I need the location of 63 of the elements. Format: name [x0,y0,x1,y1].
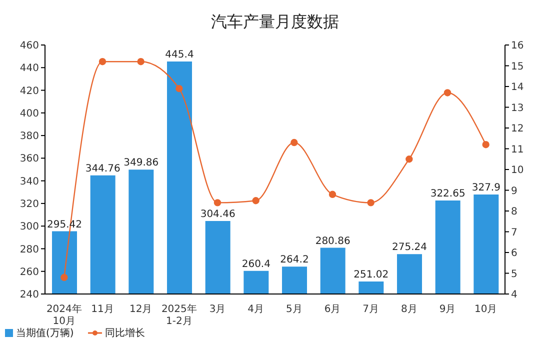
data-label: 304.46 [200,209,236,220]
chart-title: 汽车产量月度数据 [210,12,340,33]
point [482,141,490,148]
y2-tick-label: 16 [511,40,524,52]
point [328,190,336,198]
legend-label: 同比增长 [104,326,145,340]
x-tick-label: 5月 [286,304,302,315]
y2-tick-label: 5 [511,268,518,280]
y-tick-label: 380 [20,131,39,142]
point [367,199,374,206]
x-tick-label: 10月 [474,304,498,315]
x-tick-label: 4月 [248,304,264,315]
x-tick-label: 12月 [129,304,152,315]
x-tick-label: 2025年 1-2月 [161,303,197,327]
x-tick-label: 9月 [439,304,456,315]
legend-label: 当期值(万辆) [15,326,74,340]
y2-tick-label: 8 [511,206,518,218]
y-tick-label: 420 [20,86,39,97]
y2-tick-label: 11 [511,144,524,156]
data-label: 327.9 [472,182,500,194]
x-tick-label: 8月 [400,304,418,315]
y2-tick-label: 7 [511,227,518,238]
data-label: 322.65 [430,188,466,200]
point [290,138,298,146]
y-tick-label: 400 [20,108,39,120]
x-tick-label: 6月 [324,304,341,315]
x-tick-label: 2024年 10月 [46,303,82,327]
point [60,274,68,281]
point [214,199,222,206]
data-label: 280.86 [315,236,350,247]
y2-tick-label: 10 [511,165,524,176]
data-label: 251.02 [354,270,389,281]
y2-tick-label: 14 [511,82,524,94]
point [176,84,183,92]
y-tick-label: 340 [20,176,39,188]
data-label: 264.2 [280,254,309,266]
data-label: 344.76 [85,163,120,174]
point [137,58,144,66]
y2-tick-label: 4 [511,290,518,301]
y-tick-label: 440 [20,63,39,74]
point [252,197,260,204]
y2-tick-label: 12 [511,124,524,135]
point [406,156,413,163]
point [98,58,106,66]
y-tick-label: 360 [20,154,39,165]
data-label: 349.86 [124,158,159,169]
y2-tick-label: 13 [511,102,524,114]
y-tick-label: 240 [20,290,39,301]
x-tick-label: 7月 [362,304,380,315]
y-tick-label: 280 [20,244,39,256]
y-tick-label: 300 [20,222,39,233]
x-tick-label: 3月 [209,304,226,315]
y-tick-label: 460 [20,40,39,52]
data-label: 445.4 [165,50,194,61]
y2-tick-label: 6 [511,248,518,260]
data-label: 275.24 [392,242,427,254]
data-label: 260.4 [242,258,270,270]
x-tick-label: 11月 [91,304,114,315]
y2-tick-label: 15 [511,61,524,72]
y2-tick-label: 9 [511,186,518,197]
y-tick-label: 260 [20,266,39,278]
point [444,89,452,96]
y-tick-label: 320 [20,199,39,210]
